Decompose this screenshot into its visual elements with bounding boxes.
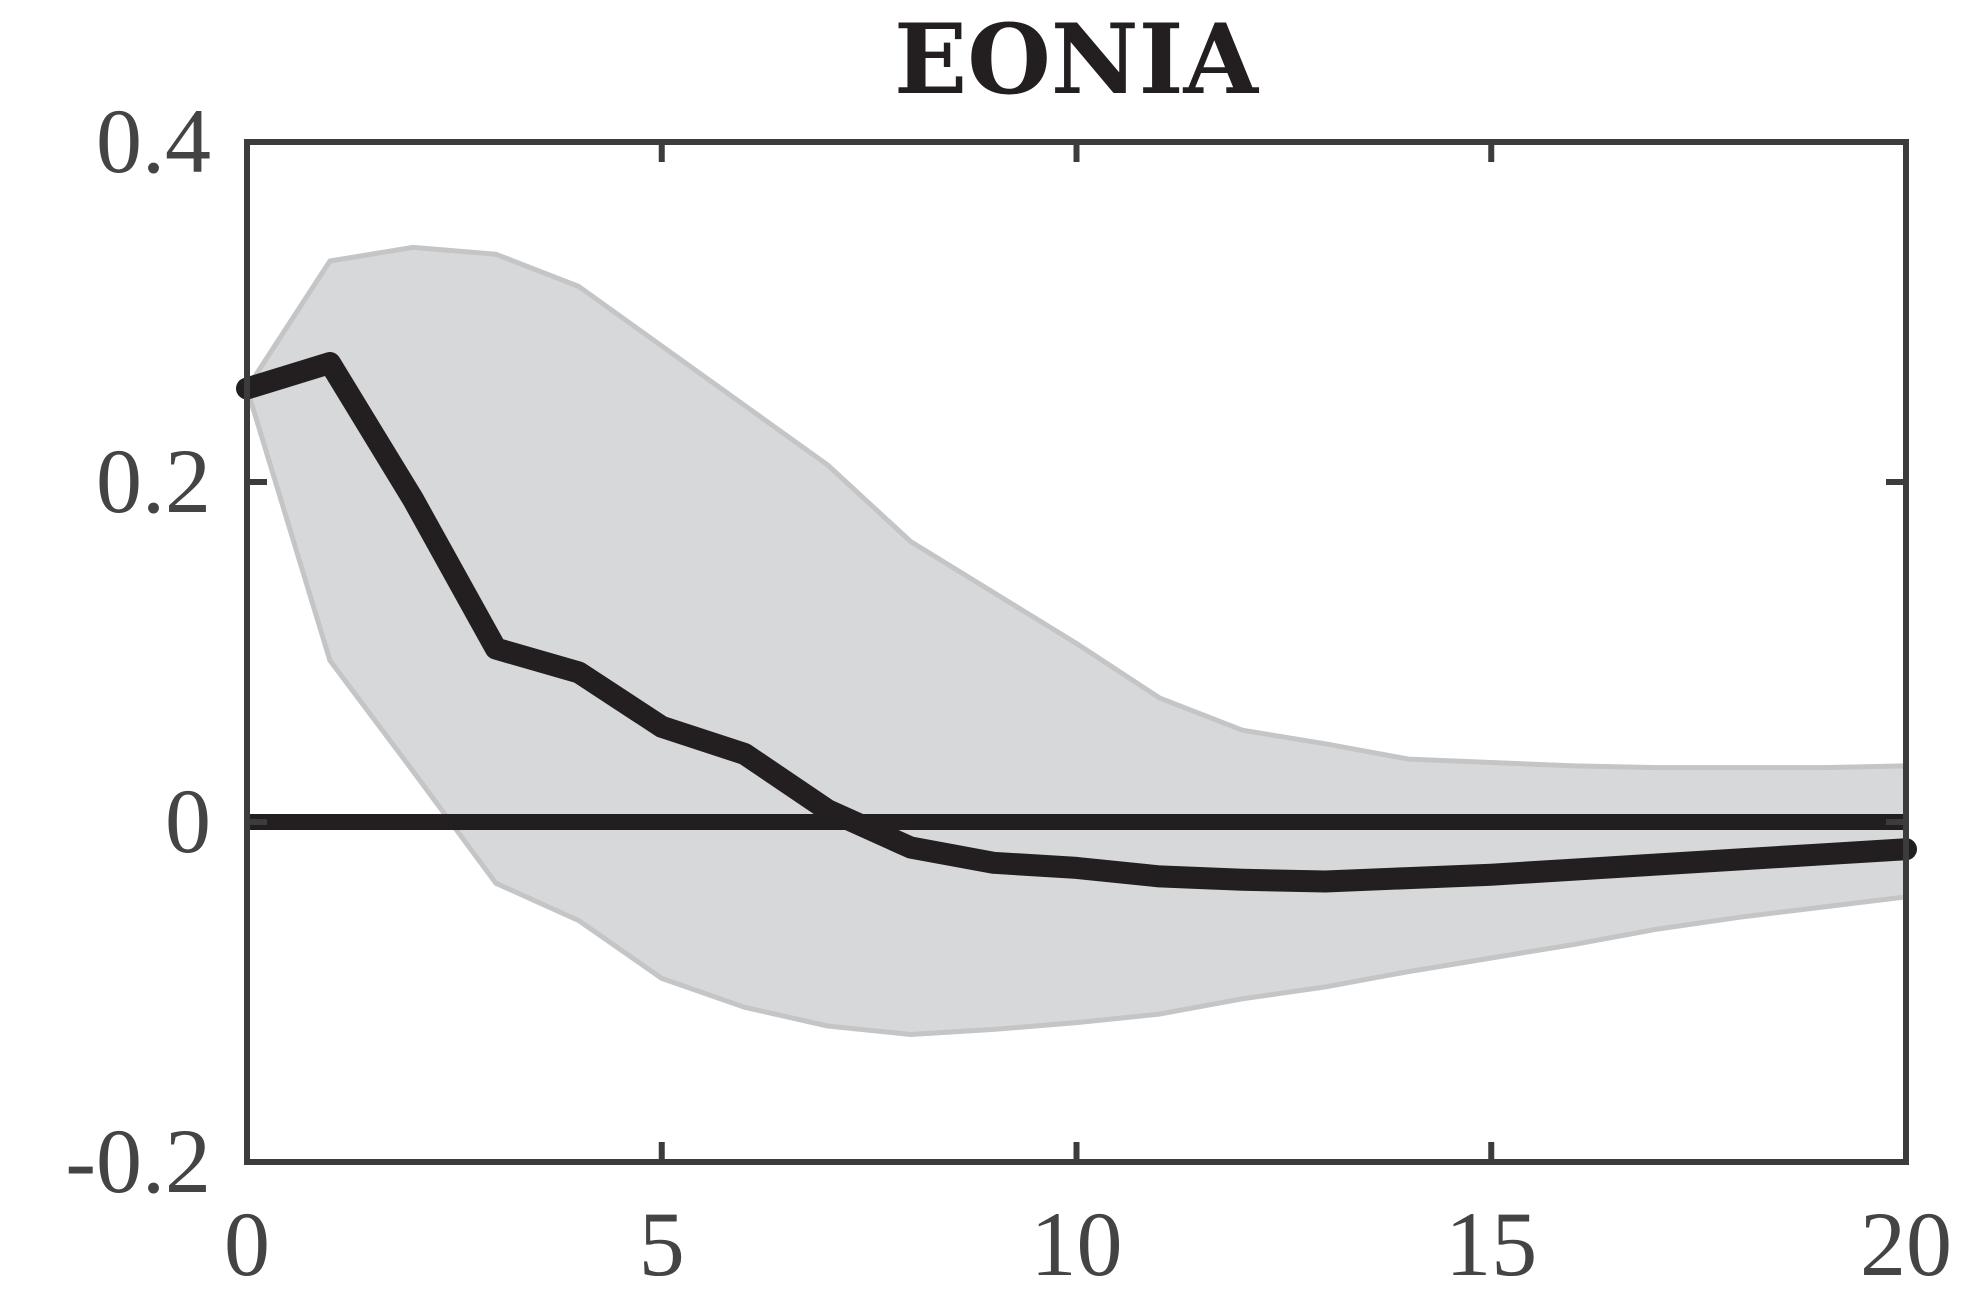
x-tick-label: 15	[1445, 1193, 1537, 1292]
x-tick-label: 5	[639, 1193, 685, 1292]
median-response-line	[236, 352, 1917, 893]
chart-title: EONIA	[894, 3, 1259, 116]
x-tick-label: 0	[224, 1193, 270, 1292]
plot-area	[236, 244, 1917, 1037]
y-tick-label: -0.2	[65, 1110, 211, 1212]
y-tick-label: 0	[165, 770, 211, 872]
y-tick-label: 0.4	[96, 90, 211, 192]
axes: 0 5 10 15 20-0.200.20.4	[65, 90, 1952, 1292]
x-tick-label: 10	[1031, 1193, 1123, 1292]
y-tick-label: 0.2	[96, 430, 211, 532]
x-tick-label: 20	[1860, 1193, 1952, 1292]
